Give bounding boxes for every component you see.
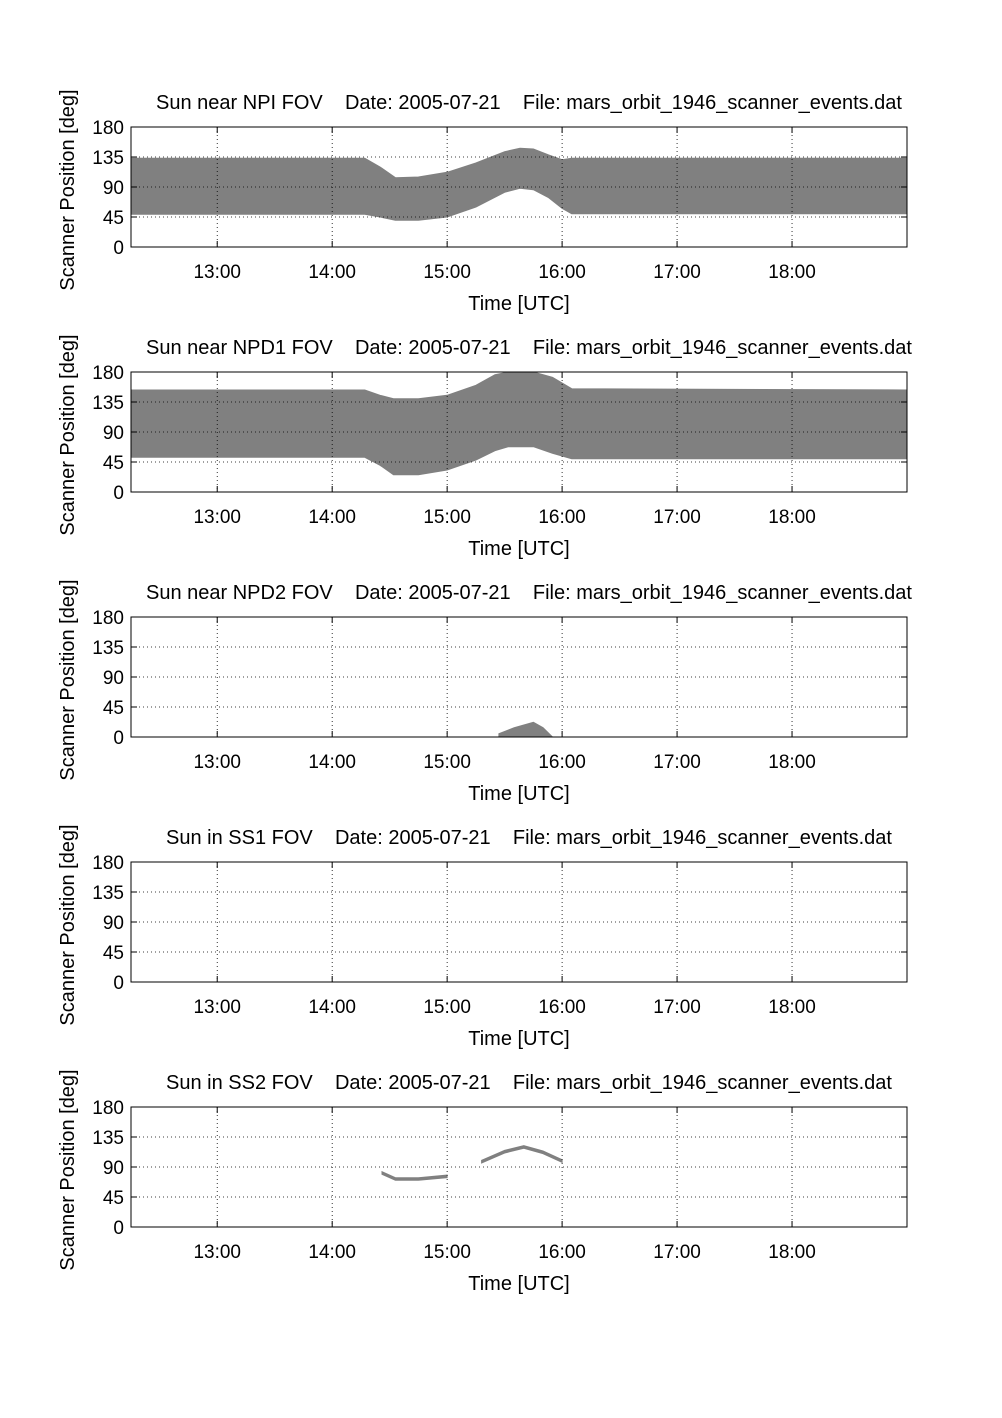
chart-panel-5: 13:00 14:00 15:00 16:00 17:00 18:00 0 45 90 135 18… <box>57 1069 908 1295</box>
y-tick-label: 45 <box>103 453 124 474</box>
x-tick-label: 15:00 <box>423 262 471 283</box>
y-tick-label: 180 <box>92 853 124 874</box>
x-tick-label: 16:00 <box>538 997 586 1018</box>
y-axis-label: Scanner Position [deg] <box>57 334 79 535</box>
x-tick-label: 16:00 <box>538 507 586 528</box>
chart-title: Sun in SS1 FOV Date: 2005-07-21 File: ma… <box>166 827 892 849</box>
x-tick-label: 14:00 <box>308 997 356 1018</box>
x-tick-label: 18:00 <box>768 752 816 773</box>
data-area-1 <box>130 371 908 476</box>
chart-panel-1: 13:00 14:00 15:00 16:00 17:00 18:00 0 45 90 135 18… <box>57 89 908 315</box>
y-tick-label: 0 <box>113 483 124 504</box>
x-axis-label: Time [UTC] <box>468 538 569 560</box>
y-tick-label: 45 <box>103 208 124 229</box>
y-axis-label: Scanner Position [deg] <box>57 89 79 290</box>
y-tick-label: 135 <box>92 393 124 414</box>
data-area-2 <box>481 1145 563 1164</box>
x-axis-label: Time [UTC] <box>468 783 569 805</box>
chart-title: Sun in SS2 FOV Date: 2005-07-21 File: ma… <box>166 1072 892 1094</box>
chart-panel-2: 13:00 14:00 15:00 16:00 17:00 18:00 0 45 90 135 18… <box>57 334 912 560</box>
y-axis-label: Scanner Position [deg] <box>57 579 79 780</box>
x-tick-label: 14:00 <box>308 1242 356 1263</box>
data-area-1 <box>498 721 554 738</box>
y-axis-label: Scanner Position [deg] <box>57 824 79 1025</box>
chart-title: Sun near NPI FOV Date: 2005-07-21 File: … <box>156 92 902 114</box>
x-axis-label: Time [UTC] <box>468 1273 569 1295</box>
x-tick-label: 18:00 <box>768 507 816 528</box>
y-tick-label: 180 <box>92 608 124 629</box>
x-tick-label: 15:00 <box>423 507 471 528</box>
x-tick-label: 18:00 <box>768 262 816 283</box>
data-area-1 <box>381 1170 448 1181</box>
x-tick-label: 13:00 <box>193 997 241 1018</box>
x-tick-label: 16:00 <box>538 752 586 773</box>
y-axis-label: Scanner Position [deg] <box>57 1069 79 1270</box>
y-tick-label: 45 <box>103 698 124 719</box>
y-tick-label: 135 <box>92 883 124 904</box>
y-tick-label: 90 <box>103 913 124 934</box>
x-tick-label: 14:00 <box>308 752 356 773</box>
y-tick-label: 135 <box>92 148 124 169</box>
x-tick-label: 17:00 <box>653 1242 701 1263</box>
y-tick-label: 180 <box>92 1098 124 1119</box>
x-tick-label: 13:00 <box>193 262 241 283</box>
x-tick-label: 17:00 <box>653 262 701 283</box>
chart-title: Sun near NPD2 FOV Date: 2005-07-21 File:… <box>146 582 912 604</box>
chart-panel-3: 13:00 14:00 15:00 16:00 17:00 18:00 0 45 90 135 18… <box>57 579 912 805</box>
x-tick-label: 16:00 <box>538 262 586 283</box>
y-tick-label: 90 <box>103 178 124 199</box>
x-tick-label: 17:00 <box>653 752 701 773</box>
chart-title: Sun near NPD1 FOV Date: 2005-07-21 File:… <box>146 337 912 359</box>
x-tick-label: 13:00 <box>193 507 241 528</box>
y-tick-label: 90 <box>103 668 124 689</box>
y-tick-label: 0 <box>113 238 124 259</box>
x-tick-label: 18:00 <box>768 1242 816 1263</box>
y-tick-label: 0 <box>113 1218 124 1239</box>
chart-panel-4: 13:00 14:00 15:00 16:00 17:00 18:00 0 45 90 135 18… <box>57 824 908 1050</box>
y-tick-label: 180 <box>92 118 124 139</box>
y-tick-label: 90 <box>103 1158 124 1179</box>
y-tick-label: 90 <box>103 423 124 444</box>
x-tick-label: 13:00 <box>193 1242 241 1263</box>
x-tick-label: 13:00 <box>193 752 241 773</box>
y-tick-label: 135 <box>92 638 124 659</box>
x-axis-label: Time [UTC] <box>468 293 569 315</box>
x-tick-label: 15:00 <box>423 1242 471 1263</box>
x-tick-label: 17:00 <box>653 997 701 1018</box>
y-tick-label: 135 <box>92 1128 124 1149</box>
y-tick-label: 45 <box>103 943 124 964</box>
x-tick-label: 14:00 <box>308 262 356 283</box>
x-tick-label: 18:00 <box>768 997 816 1018</box>
y-tick-label: 180 <box>92 363 124 384</box>
x-tick-label: 15:00 <box>423 752 471 773</box>
x-tick-label: 17:00 <box>653 507 701 528</box>
x-tick-label: 15:00 <box>423 997 471 1018</box>
data-area-1 <box>130 147 908 221</box>
y-tick-label: 0 <box>113 728 124 749</box>
x-tick-label: 16:00 <box>538 1242 586 1263</box>
y-tick-label: 45 <box>103 1188 124 1209</box>
y-tick-label: 0 <box>113 973 124 994</box>
x-axis-label: Time [UTC] <box>468 1028 569 1050</box>
x-tick-label: 14:00 <box>308 507 356 528</box>
